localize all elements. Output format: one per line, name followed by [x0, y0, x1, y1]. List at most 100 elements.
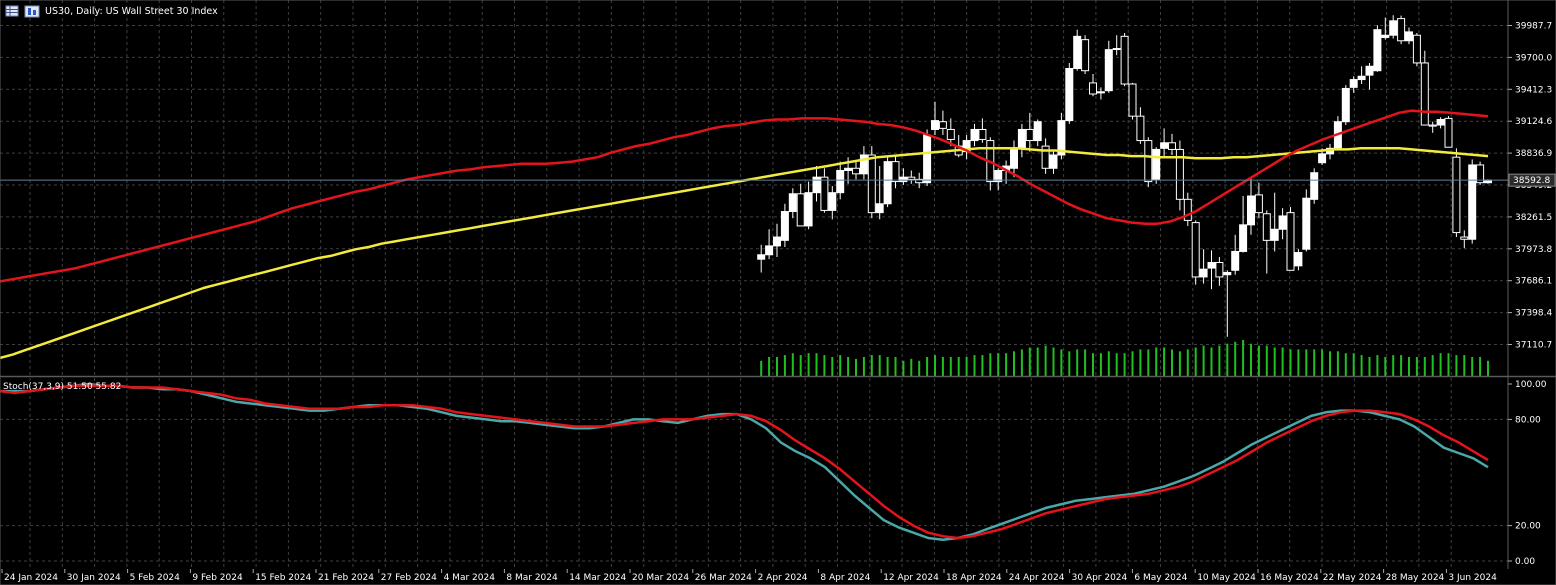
candle: [1128, 82, 1137, 120]
date-tick-label: 18 Apr 2024: [946, 573, 1002, 583]
candle: [1468, 159, 1477, 244]
candle: [1310, 168, 1319, 204]
candle: [1183, 192, 1192, 226]
price-tick-label: 39700.0: [1515, 53, 1552, 63]
date-tick-label: 12 Apr 2024: [883, 573, 939, 583]
candle: [970, 123, 979, 147]
candle: [1049, 151, 1058, 174]
ma-fast-line: [0, 109, 1489, 283]
candle: [1460, 230, 1469, 249]
candle: [773, 223, 781, 257]
candles: [757, 15, 1492, 337]
current-price-tag: [1508, 173, 1556, 187]
date-tick-label: 8 Apr 2024: [820, 573, 870, 583]
candle: [1452, 148, 1461, 238]
date-tick-label: 9 Feb 2024: [192, 573, 243, 583]
candle: [1444, 116, 1453, 148]
candle: [1381, 17, 1390, 40]
price-tick-label: 37973.8: [1515, 245, 1552, 255]
volume-bars: [760, 339, 1489, 376]
candle: [978, 118, 987, 143]
date-tick-label: 8 Mar 2024: [506, 573, 558, 583]
date-tick-label: 3 Jun 2024: [1448, 573, 1497, 583]
date-tick-label: 4 Mar 2024: [444, 573, 496, 583]
candle: [1112, 35, 1121, 56]
stoch-signal-line: [0, 384, 1489, 540]
grid: [0, 0, 1508, 569]
candlestick-chart-icon[interactable]: [24, 5, 40, 18]
date-tick-label: 15 Feb 2024: [255, 573, 311, 583]
candle: [1302, 189, 1311, 252]
candle: [1326, 143, 1334, 160]
candle: [757, 244, 766, 273]
date-tick-label: 27 Feb 2024: [381, 573, 437, 583]
candle: [828, 186, 837, 220]
candle: [1357, 66, 1366, 85]
candle: [1033, 119, 1042, 147]
candle: [899, 168, 908, 185]
candle: [931, 101, 939, 136]
candle: [1397, 15, 1406, 45]
candle: [1073, 29, 1082, 71]
candle: [923, 129, 932, 187]
price-tick-label: 39412.3: [1515, 85, 1552, 95]
date-tick-label: 16 May 2024: [1260, 573, 1319, 583]
candle: [812, 166, 821, 202]
candle: [875, 166, 884, 220]
candle: [1096, 87, 1105, 100]
candle: [1152, 147, 1161, 184]
price-tick-label: 39124.6: [1515, 117, 1552, 127]
candle: [1365, 62, 1374, 90]
candle: [1160, 128, 1169, 157]
candle: [1239, 195, 1248, 253]
candle: [1065, 62, 1074, 124]
candle: [1270, 192, 1279, 252]
candle: [1120, 33, 1129, 87]
candle: [804, 181, 813, 230]
candle: [1017, 123, 1026, 158]
candle: [1262, 210, 1271, 274]
candle: [883, 157, 892, 208]
date-tick-label: 20 Mar 2024: [632, 573, 689, 583]
candle: [1144, 137, 1153, 188]
candle: [1223, 270, 1232, 337]
candle: [1278, 208, 1287, 240]
date-tick-label: 26 Mar 2024: [695, 573, 752, 583]
date-tick-label: 30 Jan 2024: [67, 573, 121, 583]
stoch-tick-label: 0.00: [1515, 557, 1535, 567]
candle: [1405, 27, 1413, 45]
candle: [1286, 207, 1295, 271]
candle: [788, 188, 797, 219]
candle: [1207, 250, 1216, 290]
candle: [1373, 25, 1382, 72]
stochastic-lines: [0, 382, 1489, 542]
candle: [907, 170, 916, 184]
price-tick-label: 38261.5: [1515, 213, 1552, 223]
current-price-label: 38592.8: [1513, 176, 1550, 186]
date-tick-label: 14 Mar 2024: [569, 573, 626, 583]
candle: [1428, 121, 1437, 133]
candle: [859, 146, 868, 180]
price-tick-label: 38836.9: [1515, 149, 1552, 159]
candle: [1025, 112, 1034, 152]
candle: [1231, 234, 1240, 275]
candle: [1341, 85, 1350, 126]
candle: [820, 168, 829, 213]
candle: [1089, 74, 1097, 97]
stoch-tick-label: 20.00: [1515, 522, 1541, 532]
price-tick-label: 37110.7: [1515, 341, 1552, 351]
date-tick-label: 24 Apr 2024: [1009, 573, 1065, 583]
date-tick-label: 21 Feb 2024: [318, 573, 374, 583]
candle: [1420, 50, 1429, 126]
candle: [1191, 220, 1200, 285]
candle: [1104, 40, 1113, 93]
grid-menu-icon[interactable]: [5, 5, 19, 17]
chart-title: US30, Daily: US Wall Street 30 Index: [45, 6, 218, 17]
stoch-tick-label: 100.00: [1515, 380, 1547, 390]
candle: [1254, 182, 1263, 219]
candle: [1215, 256, 1224, 286]
candle: [891, 154, 900, 189]
